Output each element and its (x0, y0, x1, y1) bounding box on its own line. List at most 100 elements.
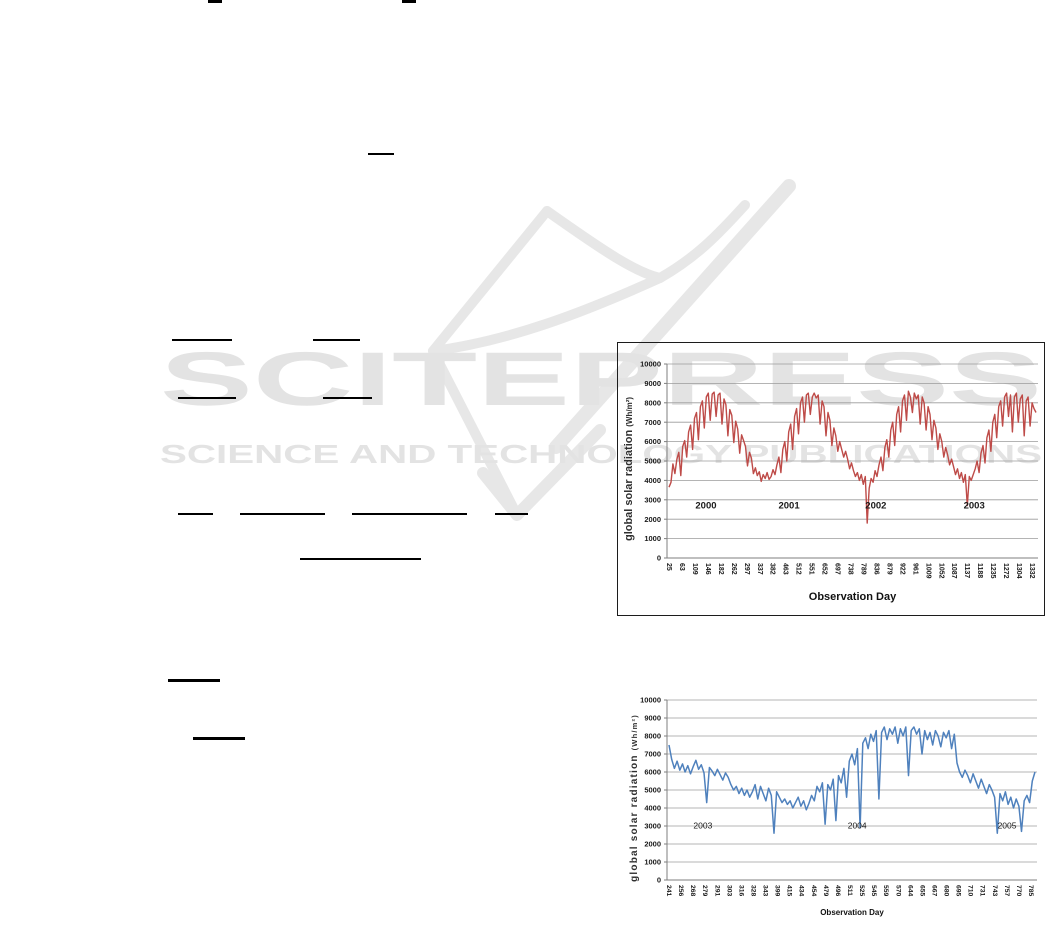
y-axis-title: global solar radiation (Wh/m²) (629, 714, 640, 882)
x-tick-label: 652 (821, 563, 828, 575)
y-tick-label: 9000 (644, 714, 661, 723)
x-tick-label: 343 (762, 885, 769, 897)
x-tick-label: 922 (898, 563, 905, 575)
x-axis-title: Observation Day (809, 591, 897, 603)
x-tick-label: 415 (786, 885, 793, 897)
x-tick-label: 731 (979, 885, 986, 897)
x-tick-label: 496 (834, 885, 841, 897)
y-tick-label: 10000 (640, 360, 661, 369)
x-tick-label: 525 (858, 885, 865, 897)
x-tick-label: 789 (859, 563, 866, 575)
x-tick-label: 570 (894, 885, 901, 897)
year-annotation: 2004 (848, 821, 867, 831)
x-tick-label: 836 (872, 563, 879, 575)
x-tick-label: 757 (1003, 885, 1010, 897)
y-tick-label: 9000 (644, 379, 661, 388)
x-tick-label: 785 (1027, 885, 1034, 897)
x-tick-label: 328 (749, 885, 756, 897)
y-tick-label: 4000 (644, 804, 661, 813)
x-tick-label: 512 (795, 563, 802, 575)
x-tick-label: 1052 (937, 563, 944, 579)
x-tick-label: 667 (930, 885, 937, 897)
x-tick-label: 316 (737, 885, 744, 897)
redacted-underline (352, 513, 467, 515)
x-tick-label: 511 (846, 885, 853, 896)
x-tick-label: 1235 (989, 563, 996, 579)
redacted-underline (323, 397, 372, 399)
year-annotation: 2001 (778, 501, 800, 512)
y-tick-label: 8000 (644, 732, 661, 741)
x-tick-label: 743 (991, 885, 998, 897)
x-tick-label: 109 (691, 563, 698, 575)
x-tick-label: 1272 (1002, 563, 1009, 579)
x-tick-label: 63 (678, 563, 685, 571)
year-annotation: 2003 (693, 821, 712, 831)
x-tick-label: 454 (810, 885, 817, 897)
redacted-underline (178, 513, 213, 515)
x-tick-label: 879 (885, 563, 892, 575)
x-tick-label: 268 (689, 885, 696, 897)
x-tick-label: 337 (756, 563, 763, 575)
x-tick-label: 644 (906, 885, 913, 897)
y-tick-label: 6000 (644, 437, 661, 446)
x-tick-label: 655 (918, 885, 925, 897)
x-tick-label: 695 (955, 885, 962, 897)
y-tick-label: 0 (657, 876, 661, 885)
y-tick-label: 2000 (644, 840, 661, 849)
figure-solar-radiation-2000-2003-chart: 0 1000 2000 3000 4000 5000 6000 7000 8000 9000 100… (617, 342, 1045, 616)
x-tick-label: 1009 (924, 563, 931, 579)
x-tick-label: 303 (725, 885, 732, 897)
y-tick-label: 1000 (644, 858, 661, 867)
year-annotation: 2003 (964, 501, 985, 512)
figure-solar-radiation-2003-2005-chart: 0 1000 2000 3000 4000 5000 6000 7000 8000 9000 100… (629, 696, 1037, 917)
x-tick-label: 710 (967, 885, 974, 897)
x-tick-label: 434 (798, 885, 805, 897)
x-tick-label: 279 (701, 885, 708, 897)
y-tick-label: 7000 (644, 418, 661, 427)
y-axis-title: global solar radiation (Wh/m²) (623, 397, 635, 541)
x-tick-label: 399 (774, 885, 781, 897)
redacted-underline (402, 0, 416, 3)
redacted-underline (313, 339, 360, 341)
x-tick-label: 382 (769, 563, 776, 575)
y-tick-label: 3000 (644, 822, 661, 831)
y-tick-label: 4000 (644, 476, 661, 485)
x-tick-label: 463 (782, 563, 789, 575)
x-tick-label: 1332 (1028, 563, 1035, 579)
y-tick-label: 7000 (644, 750, 661, 759)
x-tick-label: 1188 (976, 563, 983, 578)
y-tick-label: 0 (657, 554, 661, 563)
x-tick-label: 738 (847, 563, 854, 575)
x-tick-label: 1087 (950, 563, 957, 579)
year-annotation: 2002 (865, 501, 886, 512)
year-annotation: 2005 (998, 821, 1017, 831)
y-tick-label: 5000 (644, 457, 661, 466)
radiation-line-series (668, 726, 1036, 834)
x-tick-label: 770 (1015, 885, 1022, 897)
x-tick-label: 1304 (1015, 563, 1022, 579)
redacted-underline (240, 513, 325, 515)
x-tick-label: 551 (808, 563, 815, 575)
y-tick-label: 5000 (644, 786, 661, 795)
x-tick-label: 961 (911, 563, 918, 575)
x-tick-label: 291 (713, 885, 720, 897)
x-tick-label: 297 (743, 563, 750, 575)
redacted-underline (193, 737, 245, 740)
x-tick-label: 479 (822, 885, 829, 897)
x-tick-label: 25 (665, 563, 672, 571)
x-tick-label: 697 (834, 563, 841, 575)
x-axis-title: Observation Day (820, 908, 884, 917)
y-tick-label: 2000 (644, 515, 661, 524)
x-tick-label: 146 (704, 563, 711, 575)
x-tick-label: 1137 (963, 563, 970, 578)
x-tick-label: 559 (882, 885, 889, 897)
redacted-underline (168, 679, 220, 682)
y-tick-label: 10000 (640, 696, 661, 705)
x-tick-label: 182 (717, 563, 724, 575)
redacted-underline (368, 153, 394, 155)
y-tick-label: 1000 (644, 534, 661, 543)
redacted-underline (178, 397, 236, 399)
redacted-underline (208, 0, 222, 3)
redacted-underline (495, 513, 528, 515)
